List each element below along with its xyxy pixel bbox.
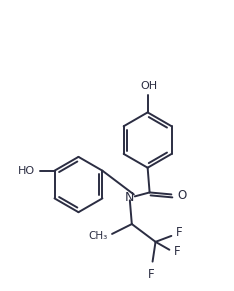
Text: N: N xyxy=(125,191,135,204)
Text: CH₃: CH₃ xyxy=(89,231,108,241)
Text: F: F xyxy=(148,267,155,281)
Text: OH: OH xyxy=(140,81,157,91)
Text: HO: HO xyxy=(18,166,35,176)
Text: O: O xyxy=(177,189,186,202)
Text: F: F xyxy=(176,226,183,239)
Text: F: F xyxy=(174,245,181,258)
